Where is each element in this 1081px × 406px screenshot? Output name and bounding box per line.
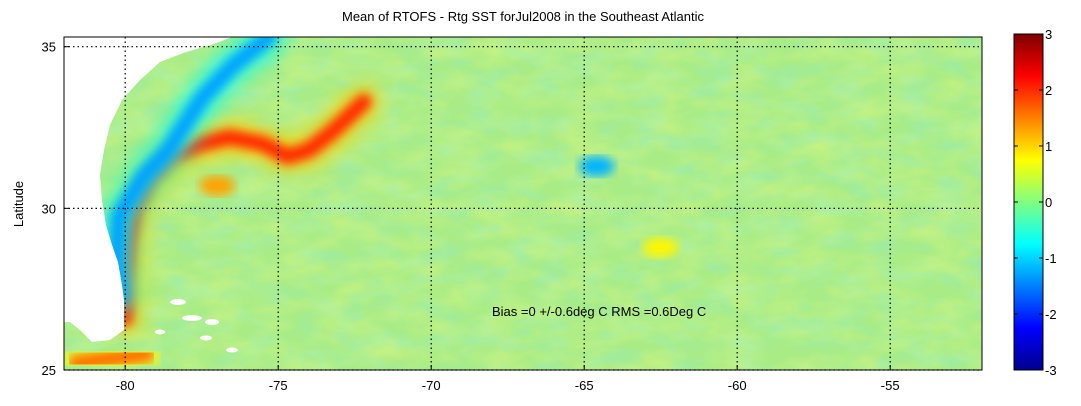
y-tick-label: 25 bbox=[42, 363, 56, 378]
colorbar-tick-label: -1 bbox=[1045, 251, 1057, 266]
x-tick-label: -70 bbox=[422, 378, 441, 393]
warm-patch-east bbox=[642, 237, 679, 258]
warm-eddy bbox=[199, 175, 235, 196]
y-tick-label: 30 bbox=[42, 201, 56, 216]
colorbar-tick-label: 0 bbox=[1045, 195, 1052, 210]
bahamas-islands bbox=[155, 299, 238, 353]
land-mask bbox=[64, 37, 232, 342]
cold-spot bbox=[578, 156, 615, 177]
shelf-cold-band bbox=[99, 37, 286, 313]
x-tick-label: -80 bbox=[116, 378, 135, 393]
chart-title: Mean of RTOFS - Rtg SST forJul2008 in th… bbox=[342, 9, 705, 24]
colorbar-tick-label: 2 bbox=[1045, 83, 1052, 98]
x-tick-label: -60 bbox=[728, 378, 747, 393]
y-tick-label: 35 bbox=[42, 40, 56, 55]
x-tick-label: -55 bbox=[881, 378, 900, 393]
colorbar-scale bbox=[1013, 33, 1044, 371]
plot-area: -80 -75 -70 -65 -60 -55 25 30 35 Bias =0 +/-0.6… bbox=[42, 36, 983, 393]
x-tick-label: -75 bbox=[269, 378, 288, 393]
colorbar: -3 -2 -1 0 1 2 3 bbox=[1013, 27, 1057, 378]
colorbar-tick-label: -3 bbox=[1045, 363, 1057, 378]
colorbar-tick-label: 3 bbox=[1045, 27, 1052, 42]
colorbar-tick-label: 1 bbox=[1045, 139, 1052, 154]
colorbar-ticks: -3 -2 -1 0 1 2 3 bbox=[1014, 27, 1057, 378]
y-axis-label: Latitude bbox=[11, 181, 26, 227]
plot-frame bbox=[63, 36, 983, 371]
y-axis: 25 30 35 bbox=[42, 40, 69, 378]
bias-rms-annotation: Bias =0 +/-0.6deg C RMS =0.6Deg C bbox=[492, 304, 706, 319]
x-axis: -80 -75 -70 -65 -60 -55 bbox=[116, 365, 900, 393]
x-tick-label: -65 bbox=[575, 378, 594, 393]
warm-patch-southwest bbox=[64, 336, 164, 370]
anomaly-features bbox=[64, 37, 679, 370]
colorbar-tick-label: -2 bbox=[1045, 307, 1057, 322]
